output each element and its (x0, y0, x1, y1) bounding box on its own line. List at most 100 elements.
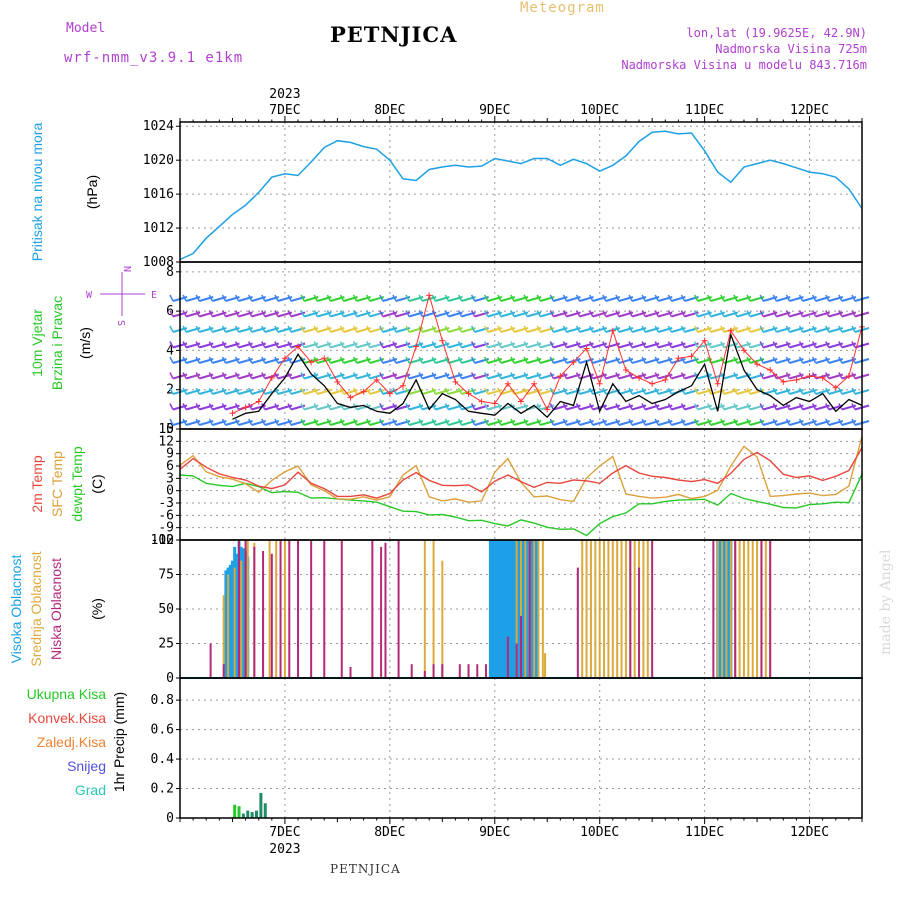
precip-legend-3: Snijeg (67, 758, 106, 774)
wind-barb (523, 356, 528, 364)
gust-marker (229, 410, 236, 417)
gust-marker (754, 361, 761, 368)
wind-barb (379, 356, 384, 364)
bottom-date-label: 9DEC (479, 825, 510, 840)
cloud-bar (742, 540, 745, 678)
wind-barb (602, 418, 607, 426)
wind-barb (379, 418, 384, 426)
wind-barb (641, 341, 646, 348)
wind-barb (339, 356, 345, 364)
cloud-bar (760, 540, 763, 678)
bottom-date-label: 8DEC (374, 825, 405, 840)
wind-barb (352, 294, 358, 302)
sfc-temp-line (179, 436, 863, 503)
wind-barb (234, 372, 240, 379)
wind-barb (825, 310, 830, 317)
wind-barb (339, 325, 345, 333)
wind-barb (707, 356, 712, 364)
wind-barb (287, 356, 292, 364)
wind-barb (693, 387, 699, 395)
wind-barb (195, 341, 200, 348)
wind-barb (444, 325, 450, 333)
wind-barb (169, 341, 174, 348)
wind-barb (602, 387, 607, 395)
precip-bar (246, 810, 250, 818)
wind-barb (589, 294, 594, 302)
wind-barb (248, 372, 253, 379)
wind-barb (641, 294, 646, 302)
wind-barb (785, 325, 791, 333)
y-tick-label: 1016 (143, 187, 174, 202)
wind-barb (838, 372, 843, 379)
cloud-bar (240, 560, 243, 678)
wind-barb (825, 372, 830, 379)
wind-barb (431, 372, 436, 379)
cloud-bar (594, 540, 597, 678)
cloud-bar (233, 567, 236, 678)
gust-marker (491, 400, 498, 407)
wind-barb (772, 325, 777, 333)
wind-barb (484, 325, 489, 333)
wind-barb (811, 356, 817, 364)
cloud-bar (227, 574, 230, 678)
wind-barb (785, 294, 791, 302)
precip-bar (263, 803, 267, 818)
wind-barb (523, 372, 528, 379)
temp2m-axis-title: 2m Temp (29, 455, 45, 513)
cloud-bar (371, 540, 374, 678)
wind-barb (405, 294, 410, 302)
cloud-bar (241, 548, 245, 678)
wind-barb (287, 372, 292, 379)
gust-marker (360, 388, 367, 395)
wind-barb (838, 310, 843, 317)
dewpt-axis-title: dewpt Temp (69, 446, 85, 521)
top-date-label: 9DEC (479, 103, 510, 118)
wind-barb (274, 341, 279, 348)
wind-barb (248, 403, 253, 410)
wind-barb (326, 356, 332, 364)
cloud-bar (323, 540, 326, 678)
cloud-bar (238, 540, 241, 678)
panel-frame (179, 677, 863, 819)
wind-barb (287, 341, 292, 348)
wind-barb (838, 418, 843, 426)
wind-barb (366, 372, 371, 379)
wind-barb (352, 372, 358, 379)
wind-barb (549, 341, 555, 348)
cloud-bar (495, 540, 499, 678)
gust-marker (308, 359, 315, 366)
wind-barb (733, 341, 738, 348)
compass-e: E (151, 290, 157, 301)
cloud-bar (508, 540, 512, 678)
cloud-bar (283, 540, 286, 678)
cloud-bar (756, 540, 759, 678)
y-tick-label: 12 (158, 434, 174, 449)
wind-barb (182, 325, 187, 333)
gust-marker (347, 394, 354, 401)
y-tick-label: -6 (158, 508, 174, 523)
y-tick-label: 4 (166, 343, 174, 358)
gust-marker (636, 374, 643, 381)
cloud-bar (764, 540, 767, 678)
cloud-bar (476, 664, 479, 678)
wind-barb (261, 310, 266, 317)
wind-barb (182, 372, 187, 379)
wind-barb (825, 403, 830, 410)
cloud-bar (432, 664, 435, 678)
wind-barb (392, 294, 397, 302)
wind-barb (182, 418, 187, 426)
wind-barb (785, 418, 791, 426)
wind-barb (195, 418, 200, 426)
wind-barb (274, 403, 279, 410)
wind-barb (562, 310, 568, 317)
wind-barb (838, 294, 843, 302)
cloud-bar (620, 540, 623, 678)
wind-barb (366, 418, 371, 426)
wind-barb (366, 294, 371, 302)
wind-barb (811, 294, 817, 302)
precip-bar (241, 813, 245, 818)
wind-barb (772, 387, 777, 395)
wind-barb (497, 356, 502, 364)
wind-barb (641, 356, 646, 364)
cloud-bar (530, 540, 534, 678)
